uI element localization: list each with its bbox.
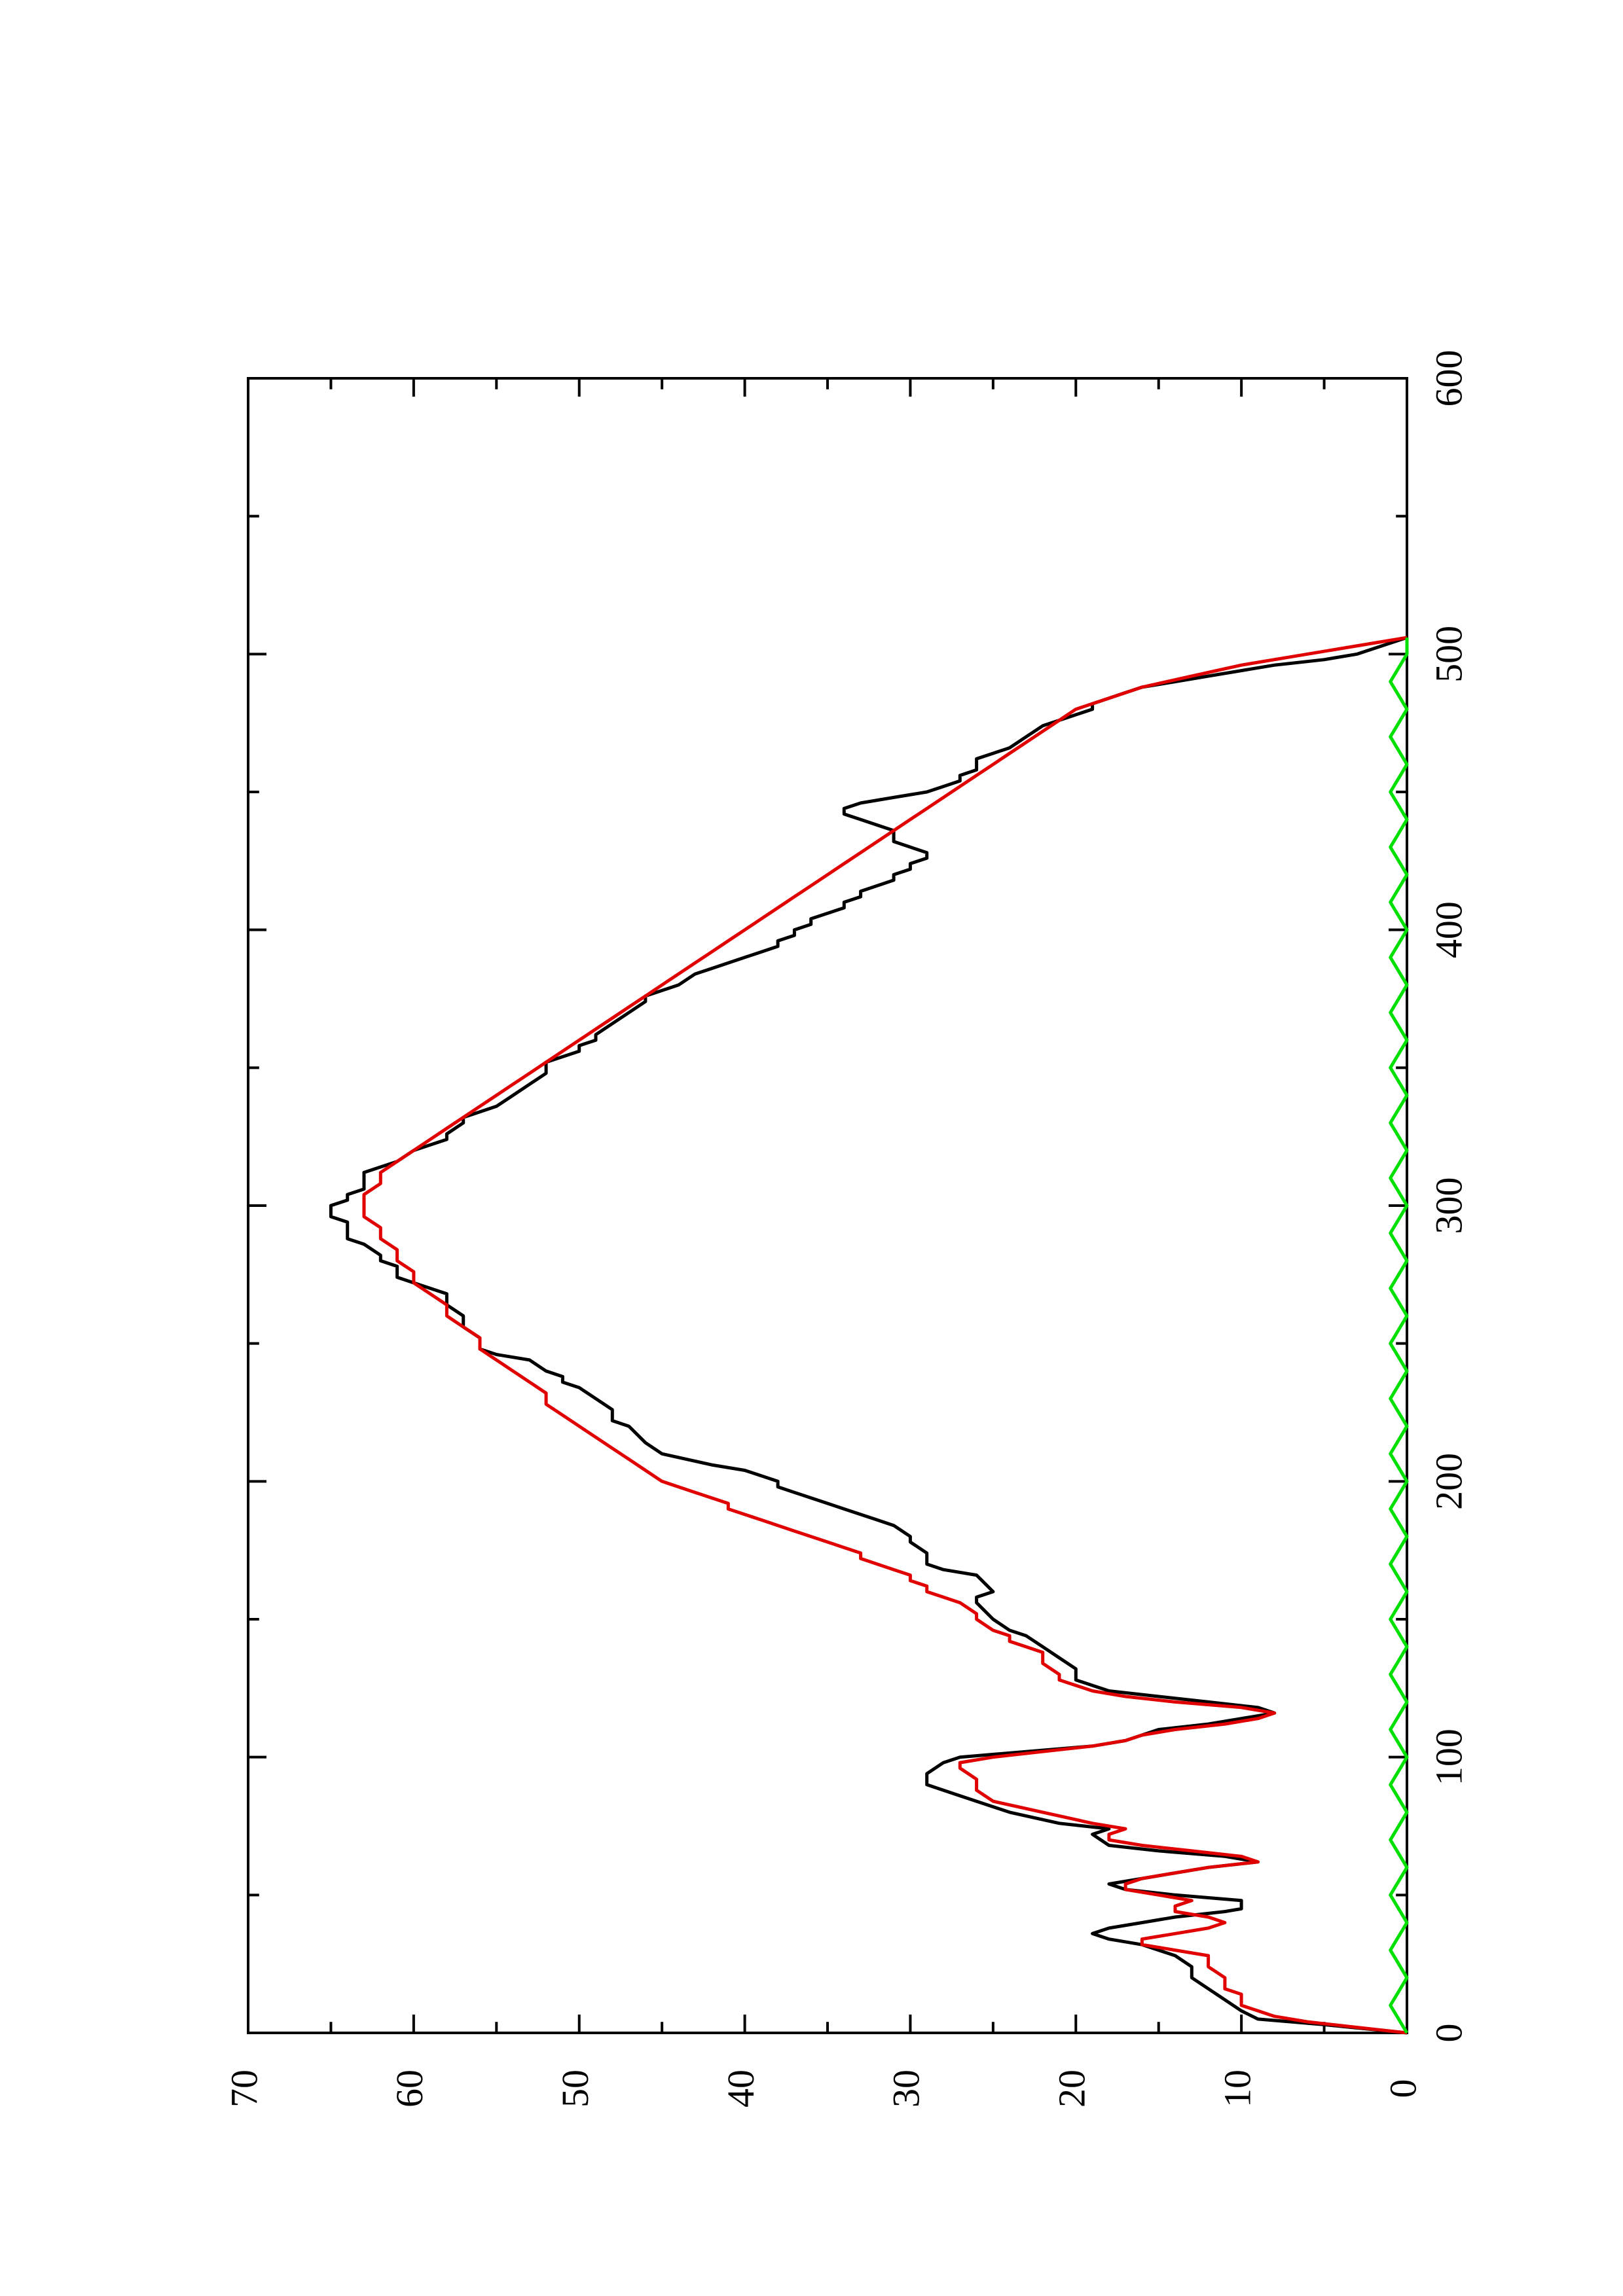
y-tick-label: 50 <box>554 2070 596 2108</box>
plot-frame <box>247 377 1408 2034</box>
series-group <box>329 636 1409 2035</box>
series-line-green <box>1389 637 1409 2034</box>
y-tick-label: 40 <box>720 2070 762 2108</box>
x-tick-label: 100 <box>1427 1729 1470 1785</box>
x-tick-label: 200 <box>1427 1453 1470 1510</box>
x-tick-label: 300 <box>1427 1177 1470 1234</box>
series-line-red <box>362 636 1408 2035</box>
x-tick-label: 400 <box>1427 901 1470 958</box>
y-tick-label: 10 <box>1216 2070 1258 2108</box>
y-tick-label: 0 <box>1381 2079 1424 2098</box>
y-tick-label: 70 <box>223 2070 265 2108</box>
x-tick-label: 600 <box>1427 350 1470 407</box>
axis-ticks <box>247 377 1408 2034</box>
y-tick-label: 60 <box>388 2070 431 2108</box>
y-tick-label: 30 <box>885 2070 928 2108</box>
x-tick-label: 0 <box>1427 2024 1470 2043</box>
series-line-black <box>329 636 1408 2035</box>
y-tick-label: 20 <box>1051 2070 1093 2108</box>
x-tick-label: 500 <box>1427 626 1470 683</box>
axis-tick-labels: 0 100 200 300 400 500 600 0 10 20 30 40 50 60 70 <box>223 350 1470 2108</box>
